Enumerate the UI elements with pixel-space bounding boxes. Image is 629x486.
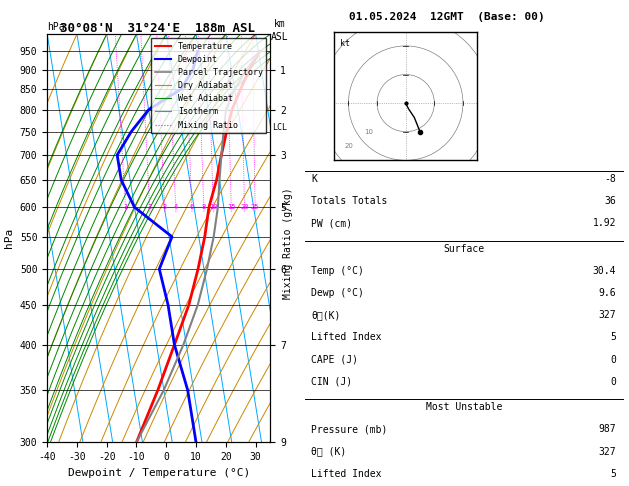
Text: 327: 327: [599, 447, 616, 457]
Text: Most Unstable: Most Unstable: [426, 402, 502, 412]
Text: 30.4: 30.4: [593, 266, 616, 276]
Text: Pressure (mb): Pressure (mb): [311, 424, 388, 434]
Text: -8: -8: [604, 174, 616, 184]
Text: Dewp (°C): Dewp (°C): [311, 288, 364, 298]
Text: 1: 1: [123, 204, 128, 210]
Text: kt: kt: [340, 39, 350, 48]
Text: 5: 5: [611, 332, 616, 343]
Text: 327: 327: [599, 310, 616, 320]
Text: 0: 0: [611, 377, 616, 387]
Text: 20: 20: [344, 143, 353, 149]
Text: ASL: ASL: [271, 32, 289, 42]
Text: hPa: hPa: [47, 22, 65, 32]
Legend: Temperature, Dewpoint, Parcel Trajectory, Dry Adiabat, Wet Adiabat, Isotherm, Mi: Temperature, Dewpoint, Parcel Trajectory…: [152, 38, 266, 133]
Text: 1.92: 1.92: [593, 218, 616, 228]
Text: 6: 6: [190, 204, 194, 210]
Text: K: K: [311, 174, 317, 184]
Text: 25: 25: [251, 204, 259, 210]
Text: Totals Totals: Totals Totals: [311, 196, 388, 206]
Text: 36: 36: [604, 196, 616, 206]
Text: 3: 3: [162, 204, 167, 210]
Text: Lifted Index: Lifted Index: [311, 332, 382, 343]
Text: 30°08'N  31°24'E  188m ASL: 30°08'N 31°24'E 188m ASL: [60, 22, 255, 35]
Text: 20: 20: [240, 204, 248, 210]
Text: Mixing Ratio (g/kg): Mixing Ratio (g/kg): [283, 187, 293, 299]
Text: LCL: LCL: [272, 122, 287, 132]
Text: km: km: [274, 19, 286, 30]
Text: Surface: Surface: [443, 243, 484, 254]
Text: 8: 8: [202, 204, 206, 210]
Text: Lifted Index: Lifted Index: [311, 469, 382, 479]
Text: 2: 2: [148, 204, 152, 210]
Text: Temp (°C): Temp (°C): [311, 266, 364, 276]
Text: θᴇ (K): θᴇ (K): [311, 447, 347, 457]
Text: 4: 4: [174, 204, 178, 210]
Text: 987: 987: [599, 424, 616, 434]
Text: 01.05.2024  12GMT  (Base: 00): 01.05.2024 12GMT (Base: 00): [348, 12, 545, 22]
Text: 15: 15: [227, 204, 235, 210]
Text: 0: 0: [611, 355, 616, 364]
Text: 5: 5: [611, 469, 616, 479]
Text: CIN (J): CIN (J): [311, 377, 352, 387]
X-axis label: Dewpoint / Temperature (°C): Dewpoint / Temperature (°C): [68, 468, 250, 478]
Text: 10: 10: [364, 129, 373, 135]
Text: θᴇ(K): θᴇ(K): [311, 310, 341, 320]
Text: 10: 10: [209, 204, 218, 210]
Text: CAPE (J): CAPE (J): [311, 355, 359, 364]
Y-axis label: hPa: hPa: [4, 228, 14, 248]
Text: PW (cm): PW (cm): [311, 218, 352, 228]
Text: 9.6: 9.6: [599, 288, 616, 298]
